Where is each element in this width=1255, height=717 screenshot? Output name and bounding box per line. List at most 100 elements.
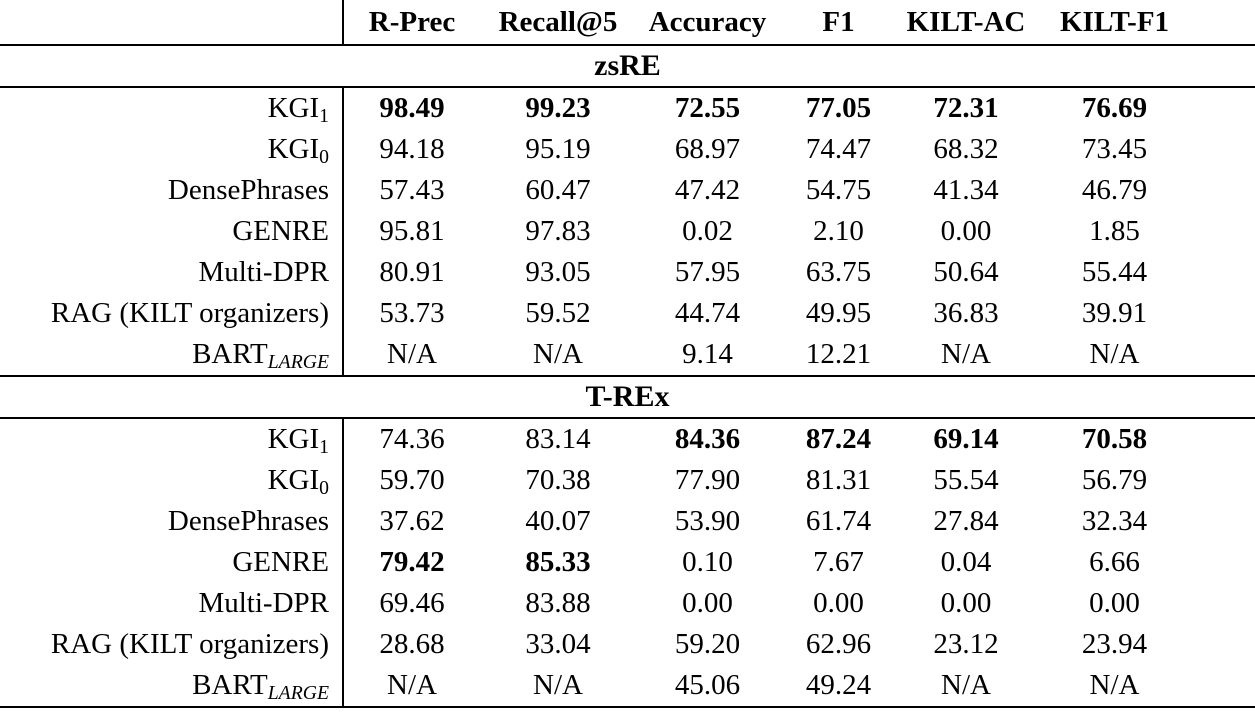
metric-value: 0.00: [940, 215, 992, 247]
metric-value: 37.62: [379, 505, 445, 537]
table-header: R-Prec Recall@5 Accuracy F1 KILT-AC KILT-F1: [0, 0, 1255, 46]
metric-value: 87.24: [805, 423, 872, 455]
table-row: DensePhrases 57.43 60.47 47.42 54.75 41.34 46.…: [0, 170, 1255, 211]
metric-value: 70.58: [1081, 423, 1148, 455]
metric-value: 76.69: [1081, 92, 1148, 124]
table-row: KGI1 74.36 83.14 84.36 87.24 69.14 70.58: [0, 418, 1255, 460]
metric-value: 98.49: [379, 92, 445, 124]
row-label: DensePhrases: [0, 170, 344, 211]
row-label: GENRE: [0, 211, 344, 252]
row-label: KGI1: [0, 418, 344, 460]
metric-value: 47.42: [674, 174, 741, 206]
table-row: GENRE 95.81 97.83 0.02 2.10 0.00 1.85: [0, 211, 1255, 252]
metric-value: N/A: [941, 338, 991, 370]
metric-value: 85.33: [525, 546, 591, 578]
table-row: RAG (KILT organizers) 53.73 59.52 44.74 49.9…: [0, 293, 1255, 334]
metric-value: 49.95: [805, 297, 872, 329]
metric-value: 84.36: [674, 423, 741, 455]
metric-value: 83.14: [525, 423, 591, 455]
metric-value: 74.36: [379, 423, 445, 455]
metric-value: 80.91: [379, 256, 445, 288]
row-label: GENRE: [0, 542, 344, 583]
metric-value: 69.46: [379, 587, 445, 619]
metric-value: 0.02: [682, 215, 733, 247]
metric-value: 95.81: [379, 215, 445, 247]
metric-value: N/A: [387, 669, 437, 701]
row-label: KGI0: [0, 129, 344, 170]
table-row: DensePhrases 37.62 40.07 53.90 61.74 27.84 32.…: [0, 501, 1255, 542]
row-label: RAG (KILT organizers): [0, 293, 344, 334]
metric-value: 77.05: [805, 92, 872, 124]
metric-value: 41.34: [933, 174, 999, 206]
metric-value: 97.83: [525, 215, 591, 247]
table-body: zsRE KGI1 98.49 99.23 72.55 77.05 72.31 76.69 KG…: [0, 44, 1255, 707]
metric-value: 53.90: [674, 505, 741, 537]
metric-value: 57.43: [379, 174, 445, 206]
metric-value: 2.10: [813, 215, 864, 247]
row-label: Multi-DPR: [0, 583, 344, 624]
section-header-t-rex: T-REx: [0, 375, 1255, 419]
table-row: RAG (KILT organizers) 28.68 33.04 59.20 62.9…: [0, 624, 1255, 665]
metric-value: 40.07: [525, 505, 591, 537]
row-label-subscript: 0: [319, 145, 329, 168]
column-header-kilt-ac: KILT-AC: [898, 0, 1034, 46]
metric-value: 83.88: [525, 587, 591, 619]
metric-value: 0.04: [940, 546, 992, 578]
table-row: Multi-DPR 69.46 83.88 0.00 0.00 0.00 0.00: [0, 583, 1255, 624]
metric-value: 9.14: [682, 338, 733, 370]
metric-value: 0.00: [940, 587, 992, 619]
row-label-subscript: LARGE: [267, 681, 329, 704]
metric-value: N/A: [941, 669, 991, 701]
metric-value: 36.83: [933, 297, 999, 329]
metric-value: 32.34: [1081, 505, 1148, 537]
metric-value: 23.12: [933, 628, 999, 660]
metric-value: 61.74: [805, 505, 872, 537]
table-row: BARTLARGE N/A N/A 45.06 49.24 N/A N/A: [0, 665, 1255, 707]
metric-value: N/A: [533, 669, 583, 701]
row-label: DensePhrases: [0, 501, 344, 542]
row-label: KGI1: [0, 87, 344, 129]
row-label: Multi-DPR: [0, 252, 344, 293]
metric-value: 6.66: [1089, 546, 1140, 578]
metric-value: 70.38: [525, 464, 591, 496]
column-header-kilt-f1: KILT-F1: [1034, 0, 1255, 46]
row-label: BARTLARGE: [0, 665, 344, 707]
column-header-accuracy: Accuracy: [636, 0, 779, 46]
metric-value: 93.05: [525, 256, 591, 288]
metric-value: 56.79: [1081, 464, 1148, 496]
metric-value: 28.68: [379, 628, 445, 660]
metric-value: 60.47: [525, 174, 591, 206]
section-title: T-REx: [0, 375, 1255, 419]
table-row: GENRE 79.42 85.33 0.10 7.67 0.04 6.66: [0, 542, 1255, 583]
row-label: KGI0: [0, 460, 344, 501]
row-label-subscript: LARGE: [267, 350, 329, 373]
column-header-recall-5: Recall@5: [480, 0, 636, 46]
column-header-r-prec: R-Prec: [343, 0, 480, 46]
table-row: KGI0 59.70 70.38 77.90 81.31 55.54 56.79: [0, 460, 1255, 501]
metric-value: 0.00: [1089, 587, 1140, 619]
metric-value: 7.67: [813, 546, 864, 578]
metric-value: 77.90: [674, 464, 741, 496]
metric-value: 72.55: [674, 92, 741, 124]
metric-value: 57.95: [674, 256, 741, 288]
metric-value: 49.24: [805, 669, 872, 701]
table-row: BARTLARGE N/A N/A 9.14 12.21 N/A N/A: [0, 334, 1255, 376]
table-row: KGI0 94.18 95.19 68.97 74.47 68.32 73.45: [0, 129, 1255, 170]
metric-value: 53.73: [379, 297, 445, 329]
metric-value: 68.97: [674, 133, 741, 165]
metric-value: 0.00: [813, 587, 864, 619]
column-header-f1: F1: [779, 0, 898, 46]
metric-value: 50.64: [933, 256, 999, 288]
metric-value: 59.20: [674, 628, 741, 660]
metric-value: 46.79: [1081, 174, 1148, 206]
metric-value: 27.84: [933, 505, 999, 537]
metric-value: 33.04: [525, 628, 591, 660]
section-header-zsre: zsRE: [0, 44, 1255, 88]
table-row: KGI1 98.49 99.23 72.55 77.05 72.31 76.69: [0, 87, 1255, 129]
metric-value: 68.32: [933, 133, 999, 165]
metric-value: 0.00: [682, 587, 733, 619]
metric-value: 44.74: [674, 297, 741, 329]
section-title: zsRE: [0, 44, 1255, 88]
metric-value: 59.52: [525, 297, 591, 329]
